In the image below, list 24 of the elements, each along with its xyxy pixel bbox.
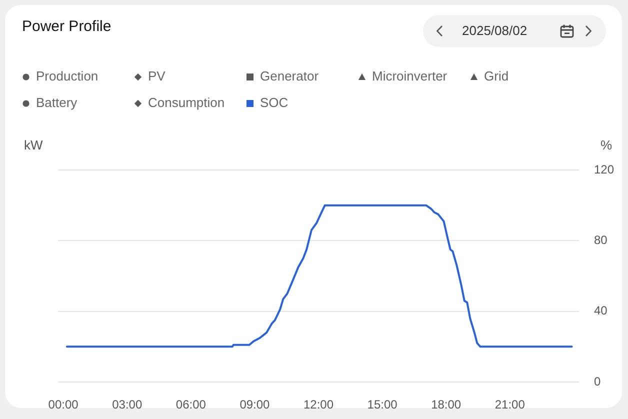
chart-title: Power Profile (22, 18, 112, 36)
legend-label: Battery (36, 95, 78, 110)
y-tick-label: 40 (594, 304, 608, 318)
legend-label: Production (36, 68, 98, 84)
x-tick-label: 15:00 (367, 398, 398, 412)
y-tick-label: 120 (594, 162, 614, 176)
y-axis-title: % (600, 138, 612, 153)
legend-label: SOC (260, 95, 288, 110)
y2-axis-title: kW (24, 138, 44, 153)
x-tick-label: 09:00 (240, 398, 270, 412)
legend-label: Generator (260, 68, 320, 84)
x-tick-label: 06:00 (176, 398, 206, 412)
legend-label: Consumption (148, 95, 225, 110)
x-tick-label: 03:00 (112, 398, 142, 412)
x-tick-label: 18:00 (431, 398, 462, 412)
x-tick-label: 00:00 (48, 398, 79, 412)
x-tick-label: 12:00 (303, 398, 334, 412)
legend-label: PV (148, 68, 166, 84)
legend-label: Grid (484, 68, 509, 84)
chart-subtitle: 2025/08/02 (462, 23, 528, 39)
x-tick-label: 21:00 (494, 398, 526, 412)
legend-label: Microinverter (372, 68, 448, 84)
y-tick-label: 0 (594, 374, 601, 388)
y-tick-label: 80 (594, 232, 608, 247)
